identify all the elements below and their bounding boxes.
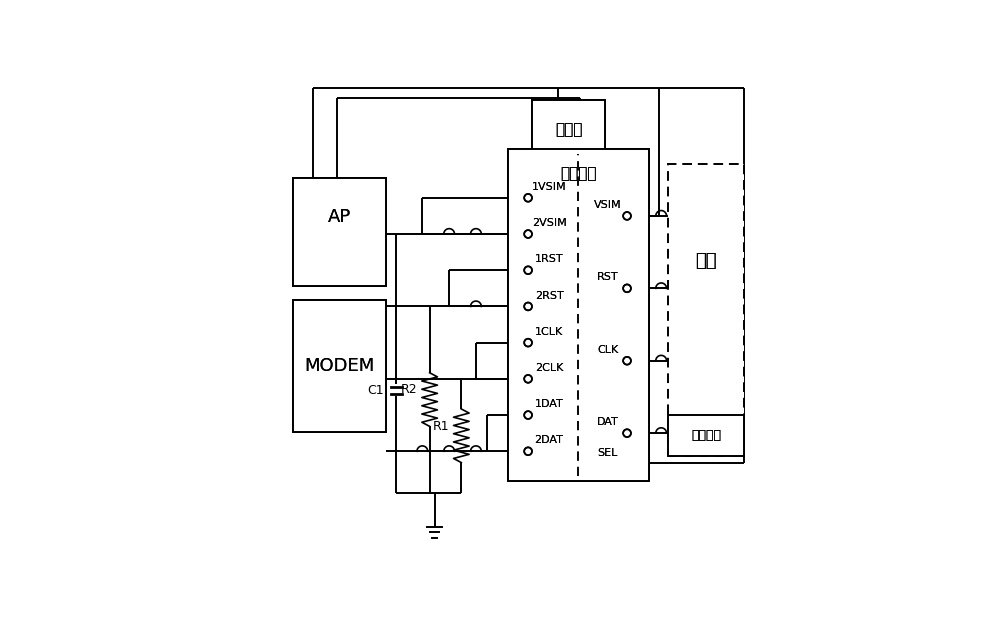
Bar: [293, 179, 386, 285]
Text: SEL: SEL: [597, 448, 618, 458]
Text: VSIM: VSIM: [594, 200, 621, 210]
Text: DAT: DAT: [597, 417, 618, 427]
Bar: [532, 101, 605, 159]
Bar: [668, 164, 744, 456]
Bar: [293, 300, 386, 432]
Text: RST: RST: [597, 272, 618, 282]
Bar: [668, 415, 744, 456]
Bar: [293, 179, 386, 285]
Text: 2VSIM: 2VSIM: [532, 218, 566, 228]
Text: VSIM: VSIM: [594, 200, 621, 210]
Text: AP: AP: [328, 208, 351, 227]
Text: C1: C1: [368, 384, 384, 397]
Text: 切换单元: 切换单元: [560, 166, 597, 181]
Text: 1RST: 1RST: [535, 254, 563, 265]
Text: DAT: DAT: [597, 417, 618, 427]
Text: 2RST: 2RST: [535, 291, 563, 301]
Text: RST: RST: [597, 272, 618, 282]
Bar: [508, 149, 649, 480]
Text: 2DAT: 2DAT: [535, 436, 563, 446]
Text: 反相器: 反相器: [555, 122, 582, 137]
Text: 卡座: 卡座: [695, 252, 717, 270]
Text: 行程开关: 行程开关: [691, 429, 721, 442]
Text: 2RST: 2RST: [535, 291, 563, 301]
Text: SEL: SEL: [597, 448, 618, 458]
Text: 卡座: 卡座: [695, 252, 717, 270]
Text: CLK: CLK: [597, 345, 618, 355]
Text: MODEM: MODEM: [304, 357, 375, 375]
Text: 1DAT: 1DAT: [535, 399, 563, 409]
Text: 1DAT: 1DAT: [535, 399, 563, 409]
Text: 1VSIM: 1VSIM: [532, 182, 566, 192]
Text: 1CLK: 1CLK: [535, 327, 563, 337]
Text: 1VSIM: 1VSIM: [532, 182, 566, 192]
Text: 1CLK: 1CLK: [535, 327, 563, 337]
Text: 反相器: 反相器: [555, 122, 582, 137]
Text: 行程开关: 行程开关: [691, 429, 721, 442]
Text: 2CLK: 2CLK: [535, 363, 563, 373]
Text: 1RST: 1RST: [535, 254, 563, 265]
Text: R2: R2: [401, 384, 417, 396]
Text: MODEM: MODEM: [304, 357, 375, 375]
Bar: [508, 149, 649, 480]
Text: 切换单元: 切换单元: [560, 166, 597, 181]
Bar: [532, 101, 605, 159]
Text: R1: R1: [433, 420, 449, 432]
Text: AP: AP: [328, 208, 351, 227]
Text: 2CLK: 2CLK: [535, 363, 563, 373]
Bar: [293, 300, 386, 432]
Text: CLK: CLK: [597, 345, 618, 355]
Text: 2VSIM: 2VSIM: [532, 218, 566, 228]
Text: 2DAT: 2DAT: [535, 436, 563, 446]
